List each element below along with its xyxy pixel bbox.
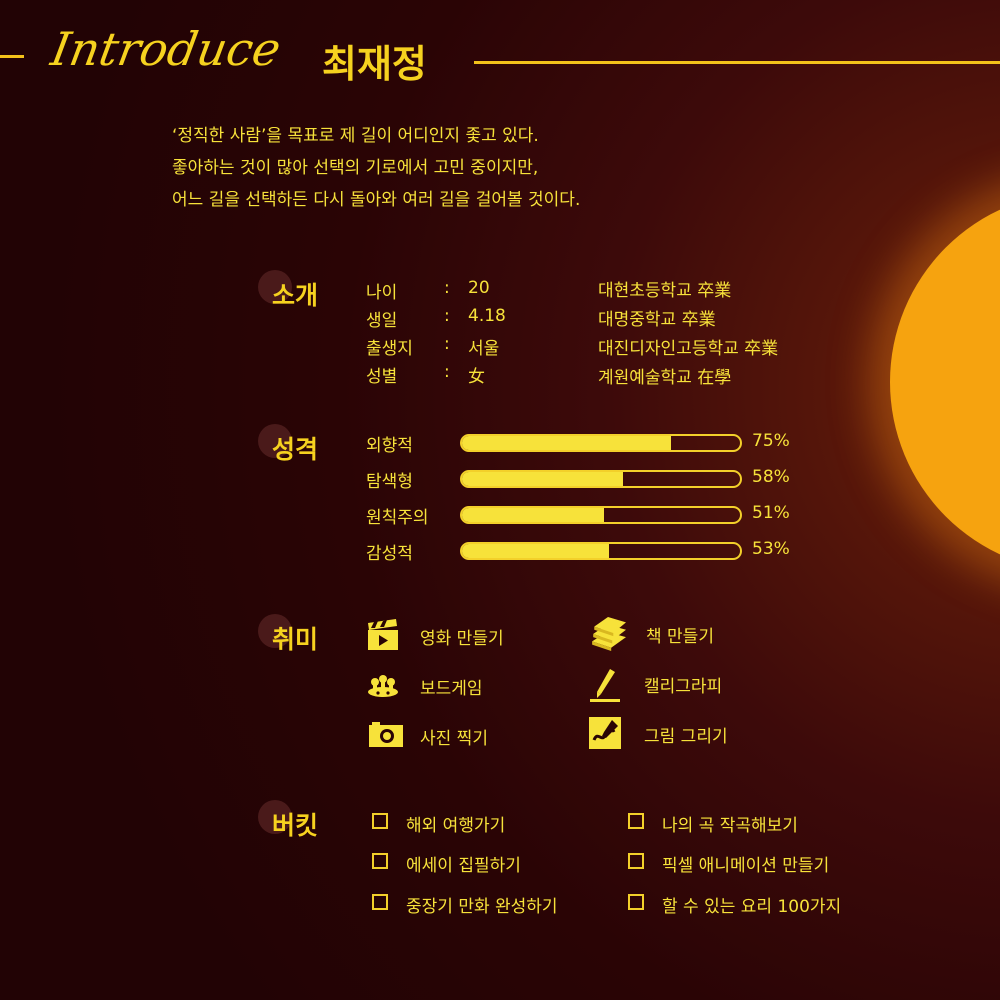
about-sep: :: [444, 362, 450, 382]
hobby-label: 보드게임: [420, 679, 483, 699]
intro-line: 어느 길을 선택하든 다시 돌아와 여러 길을 걸어볼 것이다.: [172, 190, 581, 210]
school-item: 대명중학교 卒業: [598, 310, 716, 330]
hobby-label: 책 만들기: [646, 627, 714, 647]
hobby-label: 영화 만들기: [420, 629, 504, 649]
section-title-personality: 성격: [272, 435, 319, 464]
about-label: 나이: [366, 283, 398, 303]
about-value: 서울: [468, 339, 500, 359]
bucket-label: 해외 여행가기: [406, 816, 506, 836]
drawing-icon: [589, 717, 621, 749]
section-dot: [258, 270, 292, 304]
trait-label: 탐색형: [366, 472, 413, 492]
hobby-label: 사진 찍기: [420, 729, 488, 749]
intro-line: 좋아하는 것이 많아 선택의 기로에서 고민 중이지만,: [172, 158, 539, 178]
trait-percent: 51%: [752, 503, 790, 523]
bucket-label: 에세이 집필하기: [406, 856, 521, 876]
header-rule-left: [0, 55, 24, 58]
section-dot: [258, 800, 292, 834]
hobby-label: 캘리그라피: [644, 677, 723, 697]
trait-percent: 58%: [752, 467, 790, 487]
books-icon: [592, 617, 626, 651]
trait-bar-fill: [462, 436, 671, 450]
checkbox[interactable]: [628, 894, 644, 910]
camera-icon: [369, 722, 403, 747]
trait-bar-fill: [462, 544, 610, 558]
trait-bar-fill: [462, 472, 624, 486]
school-item: 계원예술학교 在學: [598, 368, 732, 388]
about-value: 20: [468, 278, 490, 298]
section-title-bucket: 버킷: [272, 811, 319, 840]
about-sep: :: [444, 306, 450, 326]
section-dot: [258, 614, 292, 648]
bucket-label: 할 수 있는 요리 100가지: [662, 897, 842, 917]
title-name: 최재정: [322, 41, 427, 86]
pen-nib-icon: [590, 669, 620, 702]
school-item: 대진디자인고등학교 卒業: [598, 339, 779, 359]
trait-label: 외향적: [366, 436, 413, 456]
trait-bar: [460, 506, 742, 524]
about-value: 女: [468, 367, 485, 387]
about-label: 성별: [366, 367, 398, 387]
sun-circle: [890, 192, 1000, 572]
checkbox[interactable]: [372, 853, 388, 869]
about-sep: :: [444, 278, 450, 298]
section-dot: [258, 424, 292, 458]
about-label: 생일: [366, 311, 398, 331]
school-item: 대현초등학교 卒業: [598, 281, 732, 301]
about-sep: :: [444, 334, 450, 354]
bucket-label: 중장기 만화 완성하기: [406, 897, 558, 917]
trait-label: 원칙주의: [366, 508, 429, 528]
trait-bar: [460, 434, 742, 452]
section-title-hobby: 취미: [272, 625, 319, 654]
checkbox[interactable]: [628, 813, 644, 829]
bucket-label: 픽셀 애니메이션 만들기: [662, 856, 830, 876]
intro-paragraph: ‘정직한 사람’을 목표로 제 길이 어디인지 좇고 있다. 좋아하는 것이 많…: [172, 120, 580, 216]
clapperboard-icon: [368, 619, 398, 650]
trait-percent: 75%: [752, 431, 790, 451]
trait-bar: [460, 470, 742, 488]
checkbox[interactable]: [372, 813, 388, 829]
board-game-icon: [368, 675, 398, 697]
intro-line: ‘정직한 사람’을 목표로 제 길이 어디인지 좇고 있다.: [172, 126, 539, 146]
header-rule-right: [474, 61, 1000, 64]
checkbox[interactable]: [628, 853, 644, 869]
about-value: 4.18: [468, 306, 506, 326]
hobby-label: 그림 그리기: [644, 727, 728, 747]
section-title-about: 소개: [272, 281, 319, 310]
checkbox[interactable]: [372, 894, 388, 910]
about-label: 출생지: [366, 339, 413, 359]
bucket-label: 나의 곡 작곡해보기: [662, 816, 798, 836]
trait-bar-fill: [462, 508, 604, 522]
trait-label: 감성적: [366, 544, 413, 564]
trait-bar: [460, 542, 742, 560]
title-introduce: Introduce: [47, 22, 285, 76]
trait-percent: 53%: [752, 539, 790, 559]
